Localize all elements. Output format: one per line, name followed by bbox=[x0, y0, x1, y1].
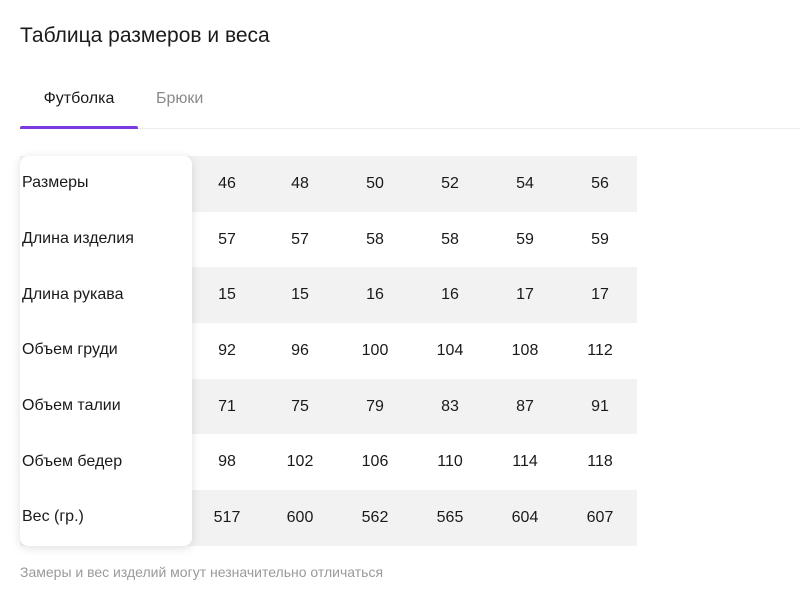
table-cell: 59 bbox=[591, 230, 609, 248]
table-cell: 607 bbox=[586, 508, 614, 526]
table-cell: 108 bbox=[511, 341, 539, 359]
disclaimer-note: Замеры и вес изделий могут незначительно… bbox=[20, 564, 384, 580]
table-row: 92 96 100 104 108 112 bbox=[20, 323, 637, 379]
page-title: Таблица размеров и веса bbox=[20, 24, 270, 47]
table-cell: 16 bbox=[366, 286, 384, 304]
table-cell: 57 bbox=[218, 230, 236, 248]
table-cell: 58 bbox=[441, 230, 459, 248]
table-cell: 112 bbox=[587, 341, 613, 359]
table-cell: 15 bbox=[291, 286, 309, 304]
table-cell: 102 bbox=[286, 453, 314, 471]
table-cell: 16 bbox=[441, 286, 459, 304]
table-cell: 59 bbox=[516, 230, 534, 248]
table-cell: 110 bbox=[437, 453, 463, 471]
tab-tshirt[interactable]: Футболка bbox=[20, 84, 138, 129]
row-labels-panel bbox=[20, 156, 192, 546]
table-cell: 600 bbox=[286, 508, 314, 526]
table-cell: 100 bbox=[361, 341, 389, 359]
table-cell: 50 bbox=[366, 174, 384, 192]
table-cell: 565 bbox=[436, 508, 464, 526]
table-cell: 87 bbox=[516, 397, 534, 415]
table-cell: 75 bbox=[291, 397, 309, 415]
row-label-hips: Объем бедер bbox=[22, 453, 123, 470]
table-cell: 562 bbox=[361, 508, 389, 526]
table-cell: 52 bbox=[441, 174, 459, 192]
table-cell: 54 bbox=[516, 174, 534, 192]
table-cell: 92 bbox=[218, 341, 236, 359]
table-cell: 104 bbox=[436, 341, 464, 359]
table-cell: 17 bbox=[516, 286, 534, 304]
table-cell: 118 bbox=[587, 453, 613, 471]
table-cell: 96 bbox=[291, 341, 309, 359]
row-label-length: Длина изделия bbox=[22, 230, 134, 247]
table-cell: 58 bbox=[366, 230, 384, 248]
table-cell: 98 bbox=[218, 453, 236, 471]
table-cell: 57 bbox=[291, 230, 309, 248]
row-label-sleeve: Длина рукава bbox=[22, 286, 124, 303]
table-cell: 71 bbox=[218, 397, 236, 415]
table-cell: 17 bbox=[591, 286, 609, 304]
table-cell: 79 bbox=[366, 397, 384, 415]
tab-bar: Футболка Брюки bbox=[20, 84, 800, 129]
row-label-waist: Объем талии bbox=[22, 397, 121, 414]
table-cell: 114 bbox=[512, 453, 538, 471]
table-cell: 46 bbox=[218, 174, 236, 192]
table-cell: 83 bbox=[441, 397, 459, 415]
row-label-chest: Объем груди bbox=[22, 341, 118, 358]
table-cell: 604 bbox=[511, 508, 539, 526]
tab-trousers[interactable]: Брюки bbox=[156, 90, 204, 107]
table-cell: 56 bbox=[591, 174, 609, 192]
table-cell: 106 bbox=[361, 453, 389, 471]
table-cell: 48 bbox=[291, 174, 309, 192]
table-cell: 15 bbox=[218, 286, 236, 304]
table-cell: 91 bbox=[591, 397, 609, 415]
table-row: 57 57 58 58 59 59 bbox=[20, 212, 637, 268]
table-row: 98 102 106 110 114 118 bbox=[20, 434, 637, 490]
row-label-sizes: Размеры bbox=[22, 174, 89, 191]
table-cell: 517 bbox=[213, 508, 241, 526]
row-label-weight: Вес (гр.) bbox=[22, 508, 84, 525]
